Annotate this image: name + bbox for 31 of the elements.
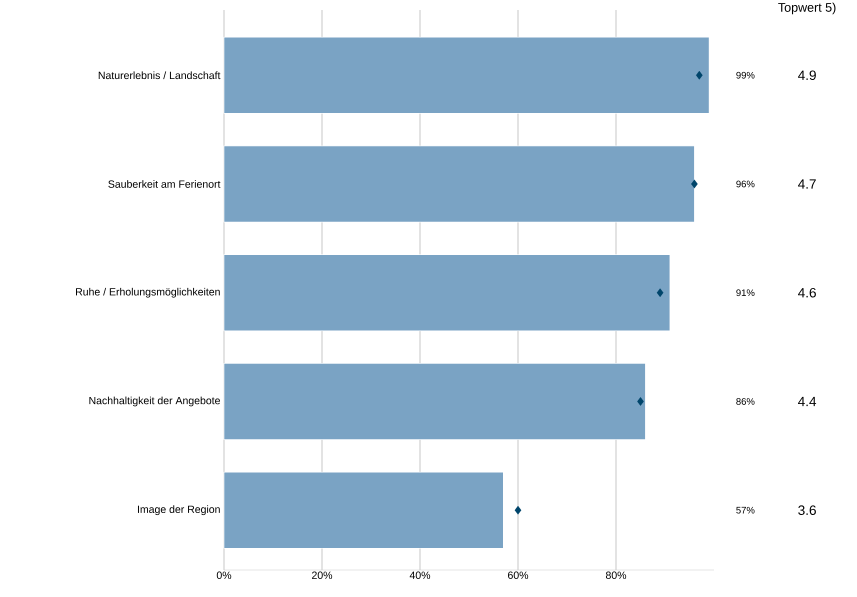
bar — [224, 472, 504, 549]
point — [696, 70, 703, 80]
x-tick-label: 80% — [606, 572, 626, 579]
text: Topwert 5) — [778, 2, 836, 14]
text: 4.9 — [798, 70, 816, 80]
x-tick-label: 0% — [216, 572, 232, 579]
point — [656, 288, 664, 298]
point — [514, 506, 522, 515]
data-label: 86% — [736, 398, 755, 405]
data-label: 91% — [736, 289, 755, 296]
bar — [224, 36, 710, 114]
bar — [224, 146, 695, 222]
text: 4.4 — [798, 396, 816, 406]
y-tick-label: Naturerlebnis / Landschaft — [98, 71, 220, 80]
y-tick-label: Nachhaltigkeit der Angebote — [89, 396, 220, 406]
data-label: 99% — [736, 72, 755, 79]
data-label: 96% — [736, 180, 755, 188]
x-tick-label: 20% — [312, 572, 332, 579]
x-tick-label: 40% — [410, 572, 430, 579]
point — [637, 397, 644, 406]
text: 4.6 — [798, 288, 816, 298]
y-tick-label: Sauberkeit am Ferienort — [108, 180, 220, 188]
point — [691, 180, 698, 188]
y-tick-label: Image der Region — [138, 505, 220, 516]
x-tick-label: 60% — [508, 572, 528, 579]
y-tick-label: Ruhe / Erholungsmöglichkeiten — [76, 288, 220, 298]
bar — [224, 254, 670, 332]
text: 3.6 — [798, 505, 816, 515]
bar — [224, 363, 646, 440]
data-label: 57% — [736, 506, 755, 514]
text: 4.7 — [798, 179, 816, 189]
